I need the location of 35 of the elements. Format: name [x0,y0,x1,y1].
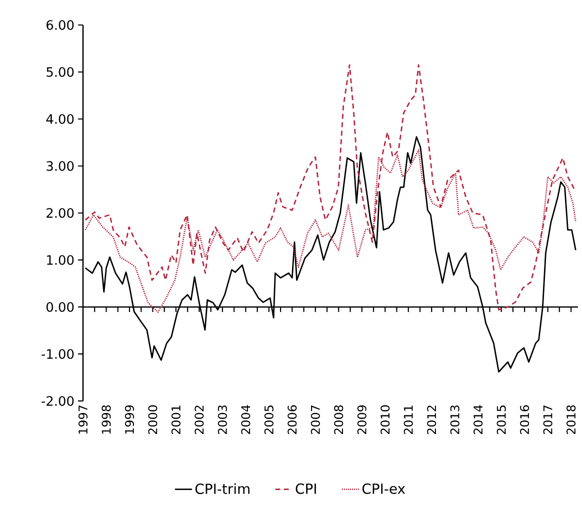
x-tick-label: 2009 [357,405,366,434]
x-tick-label: 2005 [264,406,274,434]
x-tick-label: 1999 [124,405,134,434]
x-tick-label: 2003 [218,405,227,434]
legend-label: CPI [296,483,316,494]
legend-label: CPI-trim [195,483,250,494]
x-tick-label: 2017 [543,406,552,434]
y-tick-label: 5.00 [46,67,74,77]
y-tick-label: 4.00 [46,114,74,124]
line-series [84,64,576,311]
x-tick-label: 2012 [427,406,436,434]
x-tick-label: 2010 [380,405,390,434]
x-tick-label: 2008 [334,405,344,434]
x-tick-label: 2018 [566,405,576,434]
y-tick-label: 0.00 [46,302,74,312]
x-tick-label: 2001 [171,406,180,434]
x-tick-label: 2002 [194,406,204,434]
x-tick-label: 1998 [102,405,111,434]
x-tick-label: 2014 [474,405,483,434]
legend-label: CPI-ex [362,483,406,494]
x-tick-label: 2015 [496,406,506,434]
y-tick-label: 2.00 [46,208,74,218]
x-tick-label: 2016 [520,405,530,434]
y-tick-label: -1.00 [42,349,74,359]
y-tick-label: -2.00 [42,396,74,406]
x-tick-label: 2000 [148,405,158,434]
x-tick-label: 2004 [241,405,250,434]
x-tick-label: 2006 [288,405,297,434]
y-tick-label: 1.00 [47,255,74,265]
x-tick-label: 2007 [310,406,320,434]
y-tick-label: 3.00 [46,161,74,171]
x-tick-label: 2013 [450,405,460,434]
x-tick-label: 1997 [78,406,88,434]
y-tick-label: 6.00 [46,20,74,30]
x-tick-label: 2011 [404,406,413,434]
